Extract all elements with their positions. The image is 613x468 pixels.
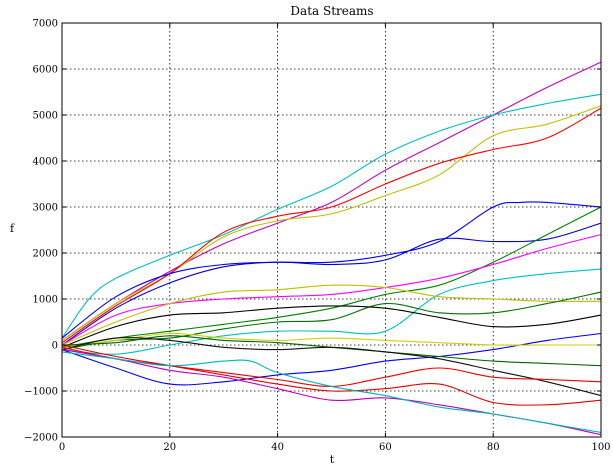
y-tick-label: 5000 — [33, 111, 58, 122]
series-line-7 — [61, 206, 602, 348]
series-line-9 — [61, 268, 602, 355]
y-tick-label: 2000 — [33, 249, 58, 260]
chart-title: Data Streams — [290, 4, 373, 18]
series-line-1 — [61, 61, 602, 341]
y-tick-label: 3000 — [33, 203, 58, 214]
grid-lines — [62, 23, 601, 437]
y-tick-label: 6000 — [33, 65, 58, 76]
series-line-4 — [61, 107, 602, 344]
series-line-2 — [61, 93, 602, 339]
y-tick-label: 1000 — [33, 295, 58, 306]
series-line-17 — [61, 346, 602, 387]
y-tick-label: −2000 — [24, 433, 58, 444]
series-line-18 — [61, 344, 602, 406]
series-line-8 — [61, 234, 602, 346]
series-line-14 — [61, 332, 601, 348]
series-line-5 — [61, 201, 602, 339]
y-tick-label: −1000 — [24, 387, 58, 398]
y-tick-label: 4000 — [33, 157, 58, 168]
x-tick-label: 0 — [59, 442, 65, 453]
y-axis-label: f — [10, 222, 15, 235]
plot-frame — [61, 22, 602, 438]
series-line-12 — [61, 305, 602, 348]
x-tick-label: 100 — [591, 442, 610, 453]
series-line-13 — [61, 332, 602, 386]
series-line-10 — [61, 284, 602, 346]
series-line-20 — [61, 351, 602, 433]
y-tick-label: 7000 — [33, 19, 58, 30]
series-lines — [61, 61, 602, 436]
x-tick-label: 60 — [379, 442, 392, 453]
x-tick-label: 40 — [271, 442, 284, 453]
x-tick-label: 20 — [163, 442, 176, 453]
y-tick-label: 0 — [52, 341, 58, 352]
series-line-3 — [61, 105, 602, 341]
x-axis-label: t — [330, 453, 335, 466]
series-line-6 — [61, 222, 602, 346]
x-tick-label: 80 — [487, 442, 500, 453]
series-line-16 — [61, 337, 602, 397]
axis-ticks: 0 20 40 60 80 100 −2000 −1000 0 1000 2000 3000 4000 5… — [24, 19, 610, 454]
